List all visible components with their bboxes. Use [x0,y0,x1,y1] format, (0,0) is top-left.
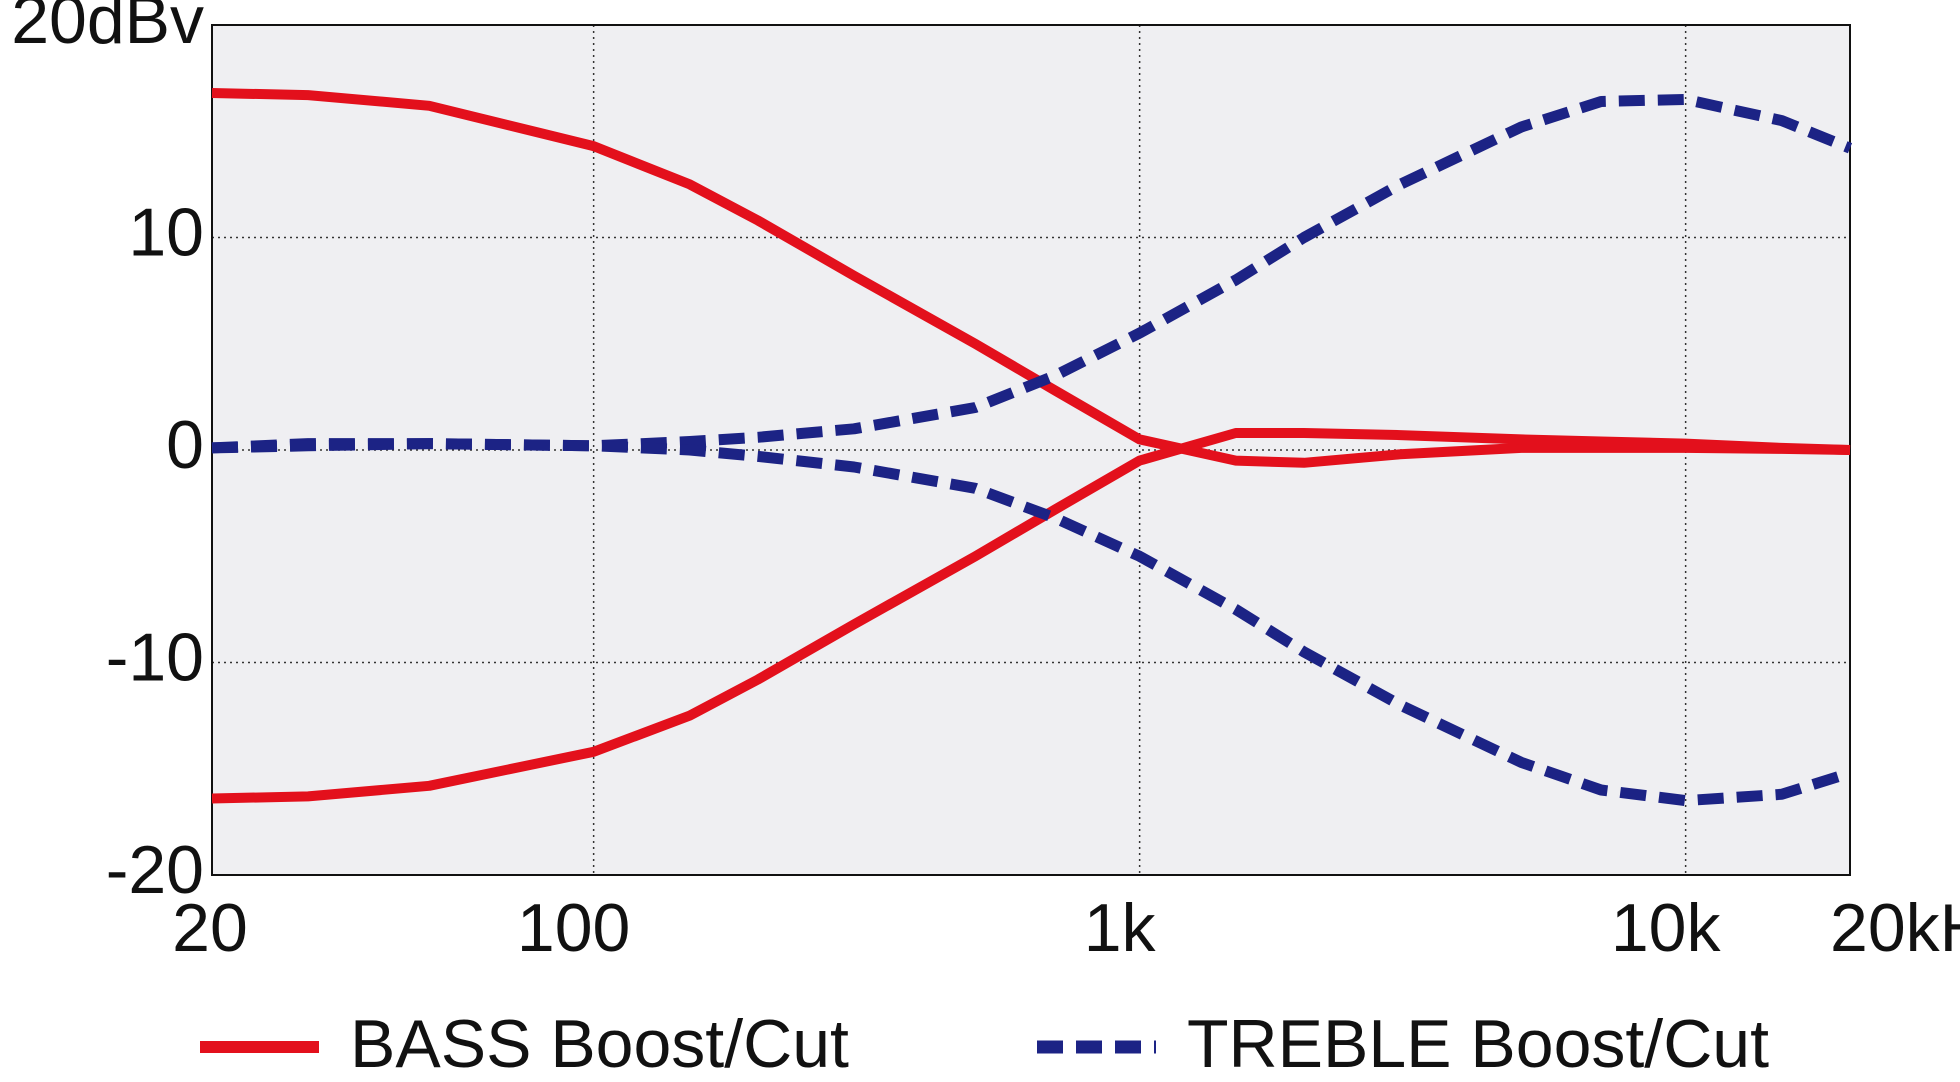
y-tick-label: 0 [166,407,204,483]
x-tick-label: 100 [517,890,630,966]
legend-label: BASS Boost/Cut [350,1006,849,1082]
y-tick-label: -10 [106,619,204,695]
y-tick-label: -20 [106,832,204,908]
x-tick-label: 20kHz [1830,890,1960,966]
y-tick-label: 20dBv [11,0,204,58]
y-tick-label: 10 [128,194,204,270]
series-line [211,88,1851,468]
series-line [211,428,1851,804]
x-tick-label: 10k [1611,890,1722,966]
legend-label: TREBLE Boost/Cut [1187,1006,1769,1082]
x-tick-label: 20 [172,890,248,966]
x-tick-label: 1k [1084,890,1157,966]
series-line [211,438,1852,807]
